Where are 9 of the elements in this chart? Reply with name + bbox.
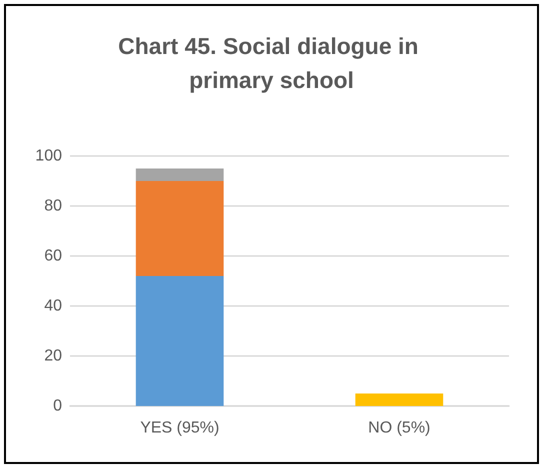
chart-title: Chart 45. Social dialogue in primary school — [118, 33, 425, 93]
y-tick-label: 80 — [44, 198, 62, 214]
x-tick-label: YES (95%) — [140, 420, 220, 436]
y-tick-label: 40 — [44, 298, 62, 314]
y-tick-label: 20 — [44, 348, 62, 364]
y-tick-label: 60 — [44, 248, 62, 264]
y-tick-label: 100 — [35, 148, 62, 164]
x-tick-label: NO (5%) — [368, 420, 430, 436]
y-tick-label: 0 — [53, 398, 62, 414]
